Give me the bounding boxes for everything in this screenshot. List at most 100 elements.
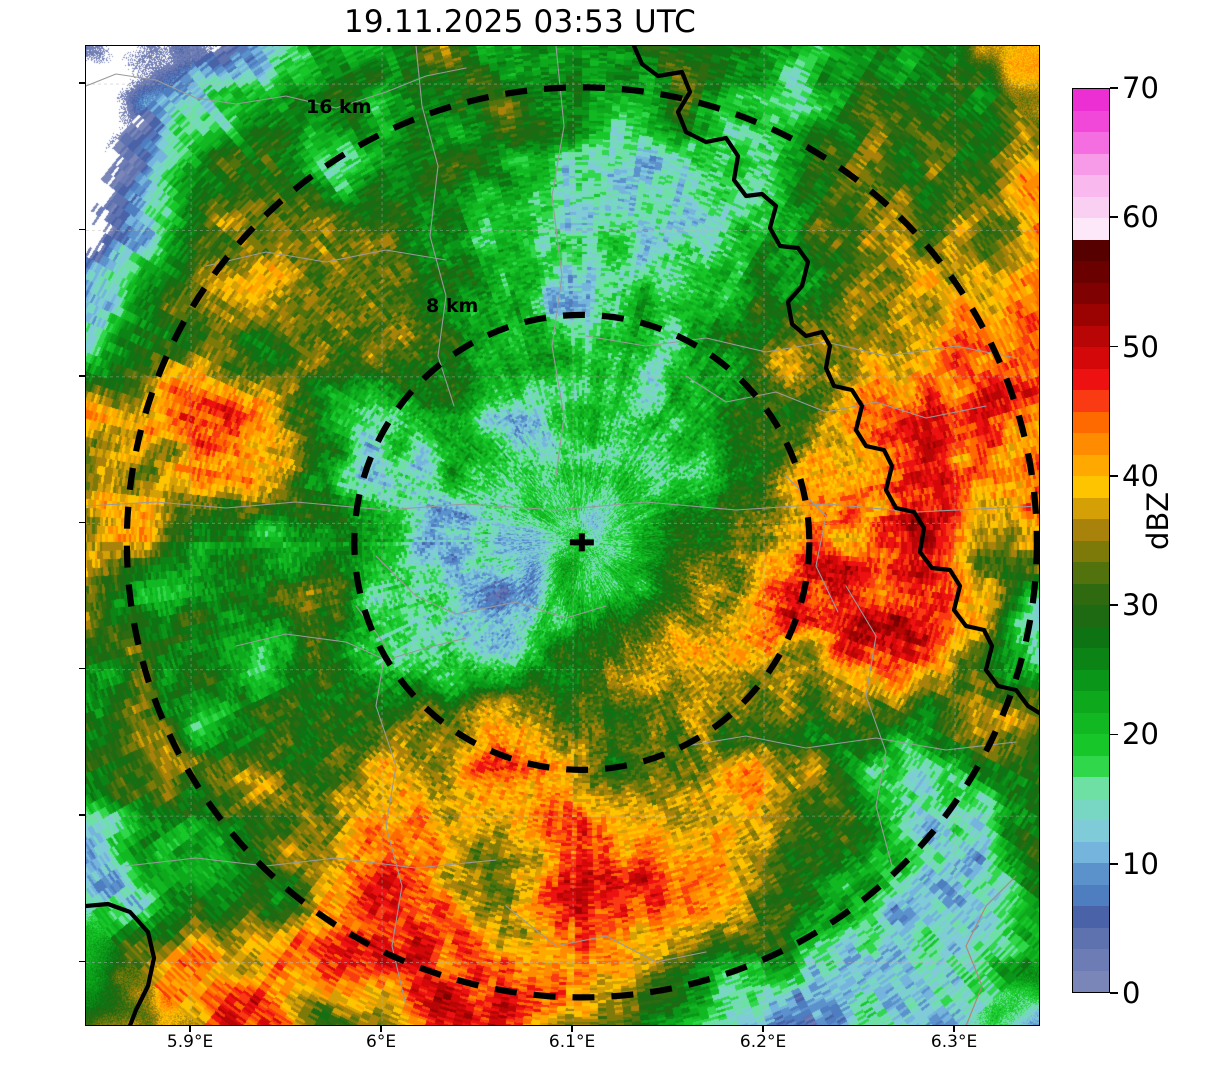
- colorbar-tick-mark: [1110, 216, 1118, 219]
- x-tick-mark: [189, 1026, 191, 1032]
- x-tick-mark: [762, 1026, 764, 1032]
- colorbar-segment: [1073, 196, 1109, 218]
- colorbar-segment: [1073, 218, 1109, 240]
- colorbar-segment: [1073, 734, 1109, 756]
- colorbar-segment: [1073, 777, 1109, 799]
- country-border-line: [86, 901, 157, 1025]
- map-minor-line: [86, 501, 1039, 513]
- colorbar-segment: [1073, 433, 1109, 455]
- colorbar-segment: [1073, 691, 1109, 713]
- map-overlay: [86, 46, 1039, 1025]
- colorbar-tick-mark: [1110, 733, 1118, 736]
- range-ring-label-8km: 8 km: [426, 295, 479, 317]
- map-minor-line: [685, 375, 987, 419]
- map-minor-line: [505, 905, 707, 963]
- colorbar-segment: [1073, 605, 1109, 627]
- colorbar-segment: [1073, 261, 1109, 283]
- colorbar-title: dBZ: [1141, 491, 1175, 550]
- colorbar-segment: [1073, 712, 1109, 734]
- y-tick-mark: [79, 960, 85, 963]
- colorbar-segment: [1073, 476, 1109, 498]
- map-minor-line: [355, 605, 407, 1007]
- map-minor-line: [551, 46, 565, 477]
- colorbar-tick-label: 30: [1122, 588, 1159, 623]
- colorbar-segment: [1073, 390, 1109, 412]
- colorbar-segment: [1073, 648, 1109, 670]
- colorbar-segment: [1073, 132, 1109, 154]
- colorbar-tick-label: 60: [1122, 200, 1159, 235]
- colorbar-segment: [1073, 110, 1109, 132]
- y-tick-mark: [79, 82, 85, 84]
- x-tick-mark: [953, 1026, 955, 1032]
- x-tick-label: 6.2°E: [739, 1032, 787, 1052]
- map-minor-line: [125, 857, 497, 869]
- colorbar-segment: [1073, 368, 1109, 390]
- colorbar-tick-mark: [1110, 604, 1118, 606]
- colorbar-segment: [1073, 89, 1109, 111]
- colorbar-segment: [1073, 970, 1109, 992]
- y-tick-mark: [79, 667, 85, 670]
- map-minor-line: [205, 249, 447, 267]
- x-tick-label: 6°E: [366, 1032, 397, 1052]
- colorbar-segment: [1073, 755, 1109, 777]
- y-tick-mark: [79, 814, 85, 816]
- colorbar-tick-mark: [1110, 87, 1118, 89]
- map-minor-line: [585, 335, 1017, 359]
- colorbar-segment: [1073, 927, 1109, 949]
- colorbar-tick-mark: [1110, 475, 1118, 477]
- colorbar-segment: [1073, 884, 1109, 906]
- country-border-line: [631, 46, 1039, 716]
- radar-site-plus-marker: [569, 533, 594, 552]
- x-tick-label: 5.9°E: [166, 1032, 214, 1052]
- colorbar-segment: [1073, 562, 1109, 584]
- map-minor-line: [415, 46, 455, 407]
- colorbar-segment: [1073, 626, 1109, 648]
- colorbar-segment: [1073, 798, 1109, 820]
- radar-plot-area[interactable]: 16 km 8 km: [85, 45, 1040, 1026]
- range-ring-8km: [351, 311, 813, 773]
- colorbar-segment: [1073, 949, 1109, 971]
- x-tick-mark: [380, 1026, 382, 1032]
- colorbar-segment: [1073, 304, 1109, 326]
- colorbar-segment: [1073, 669, 1109, 691]
- colorbar-tick-label: 50: [1122, 329, 1159, 364]
- colorbar-segment: [1073, 540, 1109, 562]
- colorbar-segment: [1073, 325, 1109, 347]
- map-minor-line: [965, 875, 1017, 1025]
- colorbar-tick-mark: [1110, 862, 1118, 865]
- colorbar-segment: [1073, 841, 1109, 863]
- colorbar-tick-mark: [1110, 345, 1118, 348]
- colorbar-segment: [1073, 282, 1109, 304]
- map-minor-line: [685, 735, 1017, 751]
- range-ring-16km: [123, 84, 1039, 1001]
- map-minor-line: [235, 633, 467, 661]
- map-minor-line: [845, 585, 893, 867]
- colorbar-segment: [1073, 497, 1109, 519]
- colorbar-tick-label: 0: [1122, 976, 1141, 1010]
- page-title: 19.11.2025 03:53 UTC: [344, 4, 696, 40]
- x-tick-mark: [571, 1026, 573, 1032]
- colorbar[interactable]: [1072, 88, 1110, 993]
- colorbar-tick-label: 70: [1122, 71, 1159, 105]
- colorbar-segment: [1073, 820, 1109, 842]
- x-tick-label: 6.1°E: [548, 1032, 596, 1052]
- colorbar-segment: [1073, 153, 1109, 175]
- map-minor-line: [375, 555, 607, 619]
- range-ring-label-16km: 16 km: [306, 96, 372, 118]
- colorbar-segment: [1073, 411, 1109, 433]
- colorbar-tick-label: 10: [1122, 846, 1159, 881]
- y-tick-mark: [79, 228, 85, 231]
- y-tick-mark: [79, 521, 85, 524]
- colorbar-tick-label: 40: [1122, 458, 1159, 493]
- colorbar-segment: [1073, 175, 1109, 197]
- colorbar-segment: [1073, 906, 1109, 928]
- colorbar-segment: [1073, 583, 1109, 605]
- colorbar-tick-mark: [1110, 992, 1118, 994]
- colorbar-segment: [1073, 454, 1109, 476]
- colorbar-tick-label: 20: [1122, 717, 1159, 752]
- colorbar-segment: [1073, 347, 1109, 369]
- radar-reflectivity-field: [86, 46, 1039, 1025]
- colorbar-segment: [1073, 519, 1109, 541]
- x-tick-label: 6.3°E: [930, 1032, 978, 1052]
- colorbar-segment: [1073, 239, 1109, 261]
